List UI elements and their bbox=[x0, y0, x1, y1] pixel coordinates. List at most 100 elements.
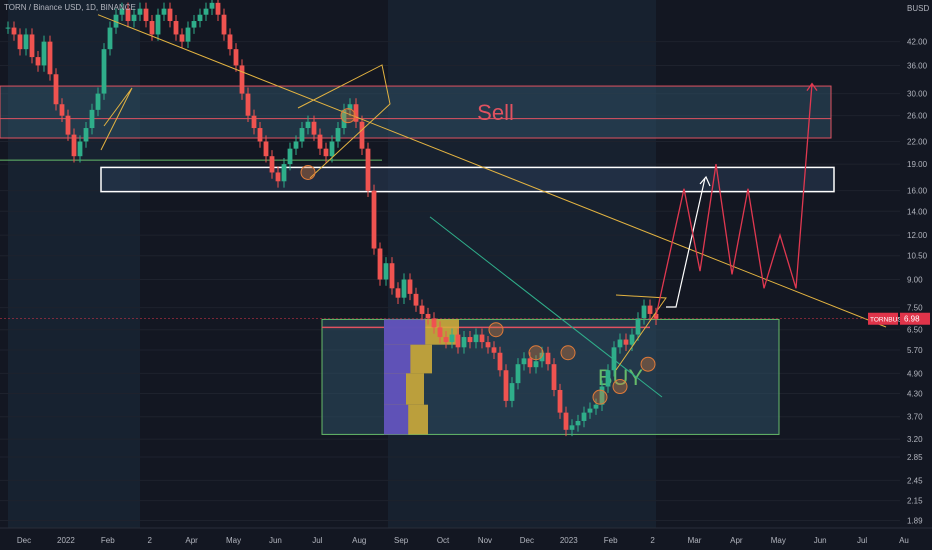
candle-body bbox=[221, 14, 227, 35]
breakout-arrow-icon bbox=[699, 175, 711, 187]
zone-label-sell: Sell bbox=[477, 100, 514, 125]
x-tick-label: Jul bbox=[312, 536, 322, 545]
candle-body bbox=[107, 27, 113, 50]
candle-body bbox=[335, 128, 341, 142]
candle-body bbox=[413, 293, 419, 306]
candle-body bbox=[629, 334, 635, 345]
y-tick-label: 5.70 bbox=[907, 346, 923, 355]
symbol-label: TORN / Binance USD, 1D, BINANCE bbox=[4, 3, 136, 12]
candle-body bbox=[173, 21, 179, 35]
y-tick-label: 2.45 bbox=[907, 476, 923, 485]
candle-body bbox=[29, 34, 35, 58]
x-tick-label: Jun bbox=[814, 536, 827, 545]
pattern-circle bbox=[640, 356, 656, 372]
x-tick-label: Dec bbox=[17, 536, 31, 545]
x-axis-panel bbox=[0, 528, 932, 550]
candle-body bbox=[503, 370, 509, 401]
candle-body bbox=[257, 128, 263, 142]
y-tick-label: 16.00 bbox=[907, 187, 928, 196]
y-tick-label: 42.00 bbox=[907, 38, 928, 47]
candle-body bbox=[485, 342, 491, 348]
candle-body bbox=[389, 263, 395, 289]
y-tick-label: 19.00 bbox=[907, 160, 928, 169]
candle-body bbox=[161, 8, 167, 15]
candle-body bbox=[419, 305, 425, 314]
shade-band-right bbox=[388, 0, 656, 528]
candle-body bbox=[449, 334, 455, 343]
x-tick-label: Apr bbox=[185, 536, 198, 545]
candle-body bbox=[35, 57, 41, 66]
candle-body bbox=[581, 412, 587, 421]
x-tick-label: Au bbox=[899, 536, 909, 545]
x-tick-label: Sep bbox=[394, 536, 409, 545]
y-tick-label: 4.30 bbox=[907, 390, 923, 399]
breakout-path bbox=[666, 177, 706, 308]
candle-body bbox=[353, 104, 359, 122]
candle-body bbox=[515, 364, 521, 384]
candle-body bbox=[593, 404, 599, 409]
candle-body bbox=[137, 8, 143, 15]
candle-body bbox=[323, 148, 329, 157]
candle-body bbox=[215, 2, 221, 15]
candle-body bbox=[143, 8, 149, 22]
candle-body bbox=[41, 41, 47, 66]
y-tick-label: 2.85 bbox=[907, 453, 923, 462]
candle-body bbox=[599, 386, 605, 405]
candle-body bbox=[311, 121, 317, 135]
price-badge bbox=[900, 312, 930, 325]
candle-body bbox=[635, 318, 641, 335]
candle-body bbox=[359, 121, 365, 149]
candle-body bbox=[131, 14, 137, 22]
candle-body bbox=[227, 34, 233, 50]
zone-resistance bbox=[100, 166, 835, 193]
x-tick-label: 2022 bbox=[57, 536, 75, 545]
candle-body bbox=[533, 361, 539, 368]
candle-body bbox=[11, 27, 17, 35]
forecast-arrow-icon bbox=[806, 82, 818, 92]
candle-body bbox=[461, 337, 467, 348]
candle-body bbox=[245, 93, 251, 116]
candle-body bbox=[317, 134, 323, 149]
candle-body bbox=[251, 115, 257, 129]
candle-body bbox=[47, 41, 53, 75]
candle-body bbox=[209, 2, 215, 9]
candle-body bbox=[647, 305, 653, 314]
candle-body bbox=[365, 148, 371, 191]
forecast-path bbox=[655, 83, 813, 317]
candle-body bbox=[287, 148, 293, 165]
candle-body bbox=[167, 8, 173, 22]
pattern-circle bbox=[612, 379, 628, 395]
pattern-wedge bbox=[297, 64, 391, 179]
pattern-circle bbox=[560, 345, 576, 361]
candle-body bbox=[125, 8, 131, 22]
x-tick-label: 2 bbox=[650, 536, 655, 545]
candle-body bbox=[371, 190, 377, 249]
candle-body bbox=[557, 389, 563, 413]
candle-body bbox=[305, 121, 311, 129]
x-tick-label: Jul bbox=[857, 536, 867, 545]
candle-body bbox=[437, 327, 443, 338]
trendline bbox=[97, 14, 887, 328]
pattern-circle bbox=[528, 345, 544, 361]
candle-body bbox=[395, 288, 401, 298]
candle-body bbox=[431, 318, 437, 328]
symbol-badge bbox=[868, 312, 898, 325]
candle-body bbox=[443, 337, 449, 343]
y-axis-panel bbox=[900, 0, 932, 550]
candle-body bbox=[545, 352, 551, 365]
candle-body bbox=[113, 14, 119, 28]
y-tick-label: 3.70 bbox=[907, 413, 923, 422]
pattern-circle bbox=[300, 164, 316, 180]
candle-body bbox=[605, 370, 611, 387]
x-tick-label: May bbox=[226, 536, 241, 545]
pattern-flag-left bbox=[100, 87, 133, 151]
x-tick-label: 2 bbox=[147, 536, 152, 545]
y-tick-label: 30.00 bbox=[907, 90, 928, 99]
volume-profile-value-bar bbox=[384, 319, 426, 345]
y-tick-label: 14.00 bbox=[907, 207, 928, 216]
y-tick-label: 4.90 bbox=[907, 369, 923, 378]
candle-body bbox=[23, 34, 29, 50]
candle-body bbox=[17, 34, 23, 50]
